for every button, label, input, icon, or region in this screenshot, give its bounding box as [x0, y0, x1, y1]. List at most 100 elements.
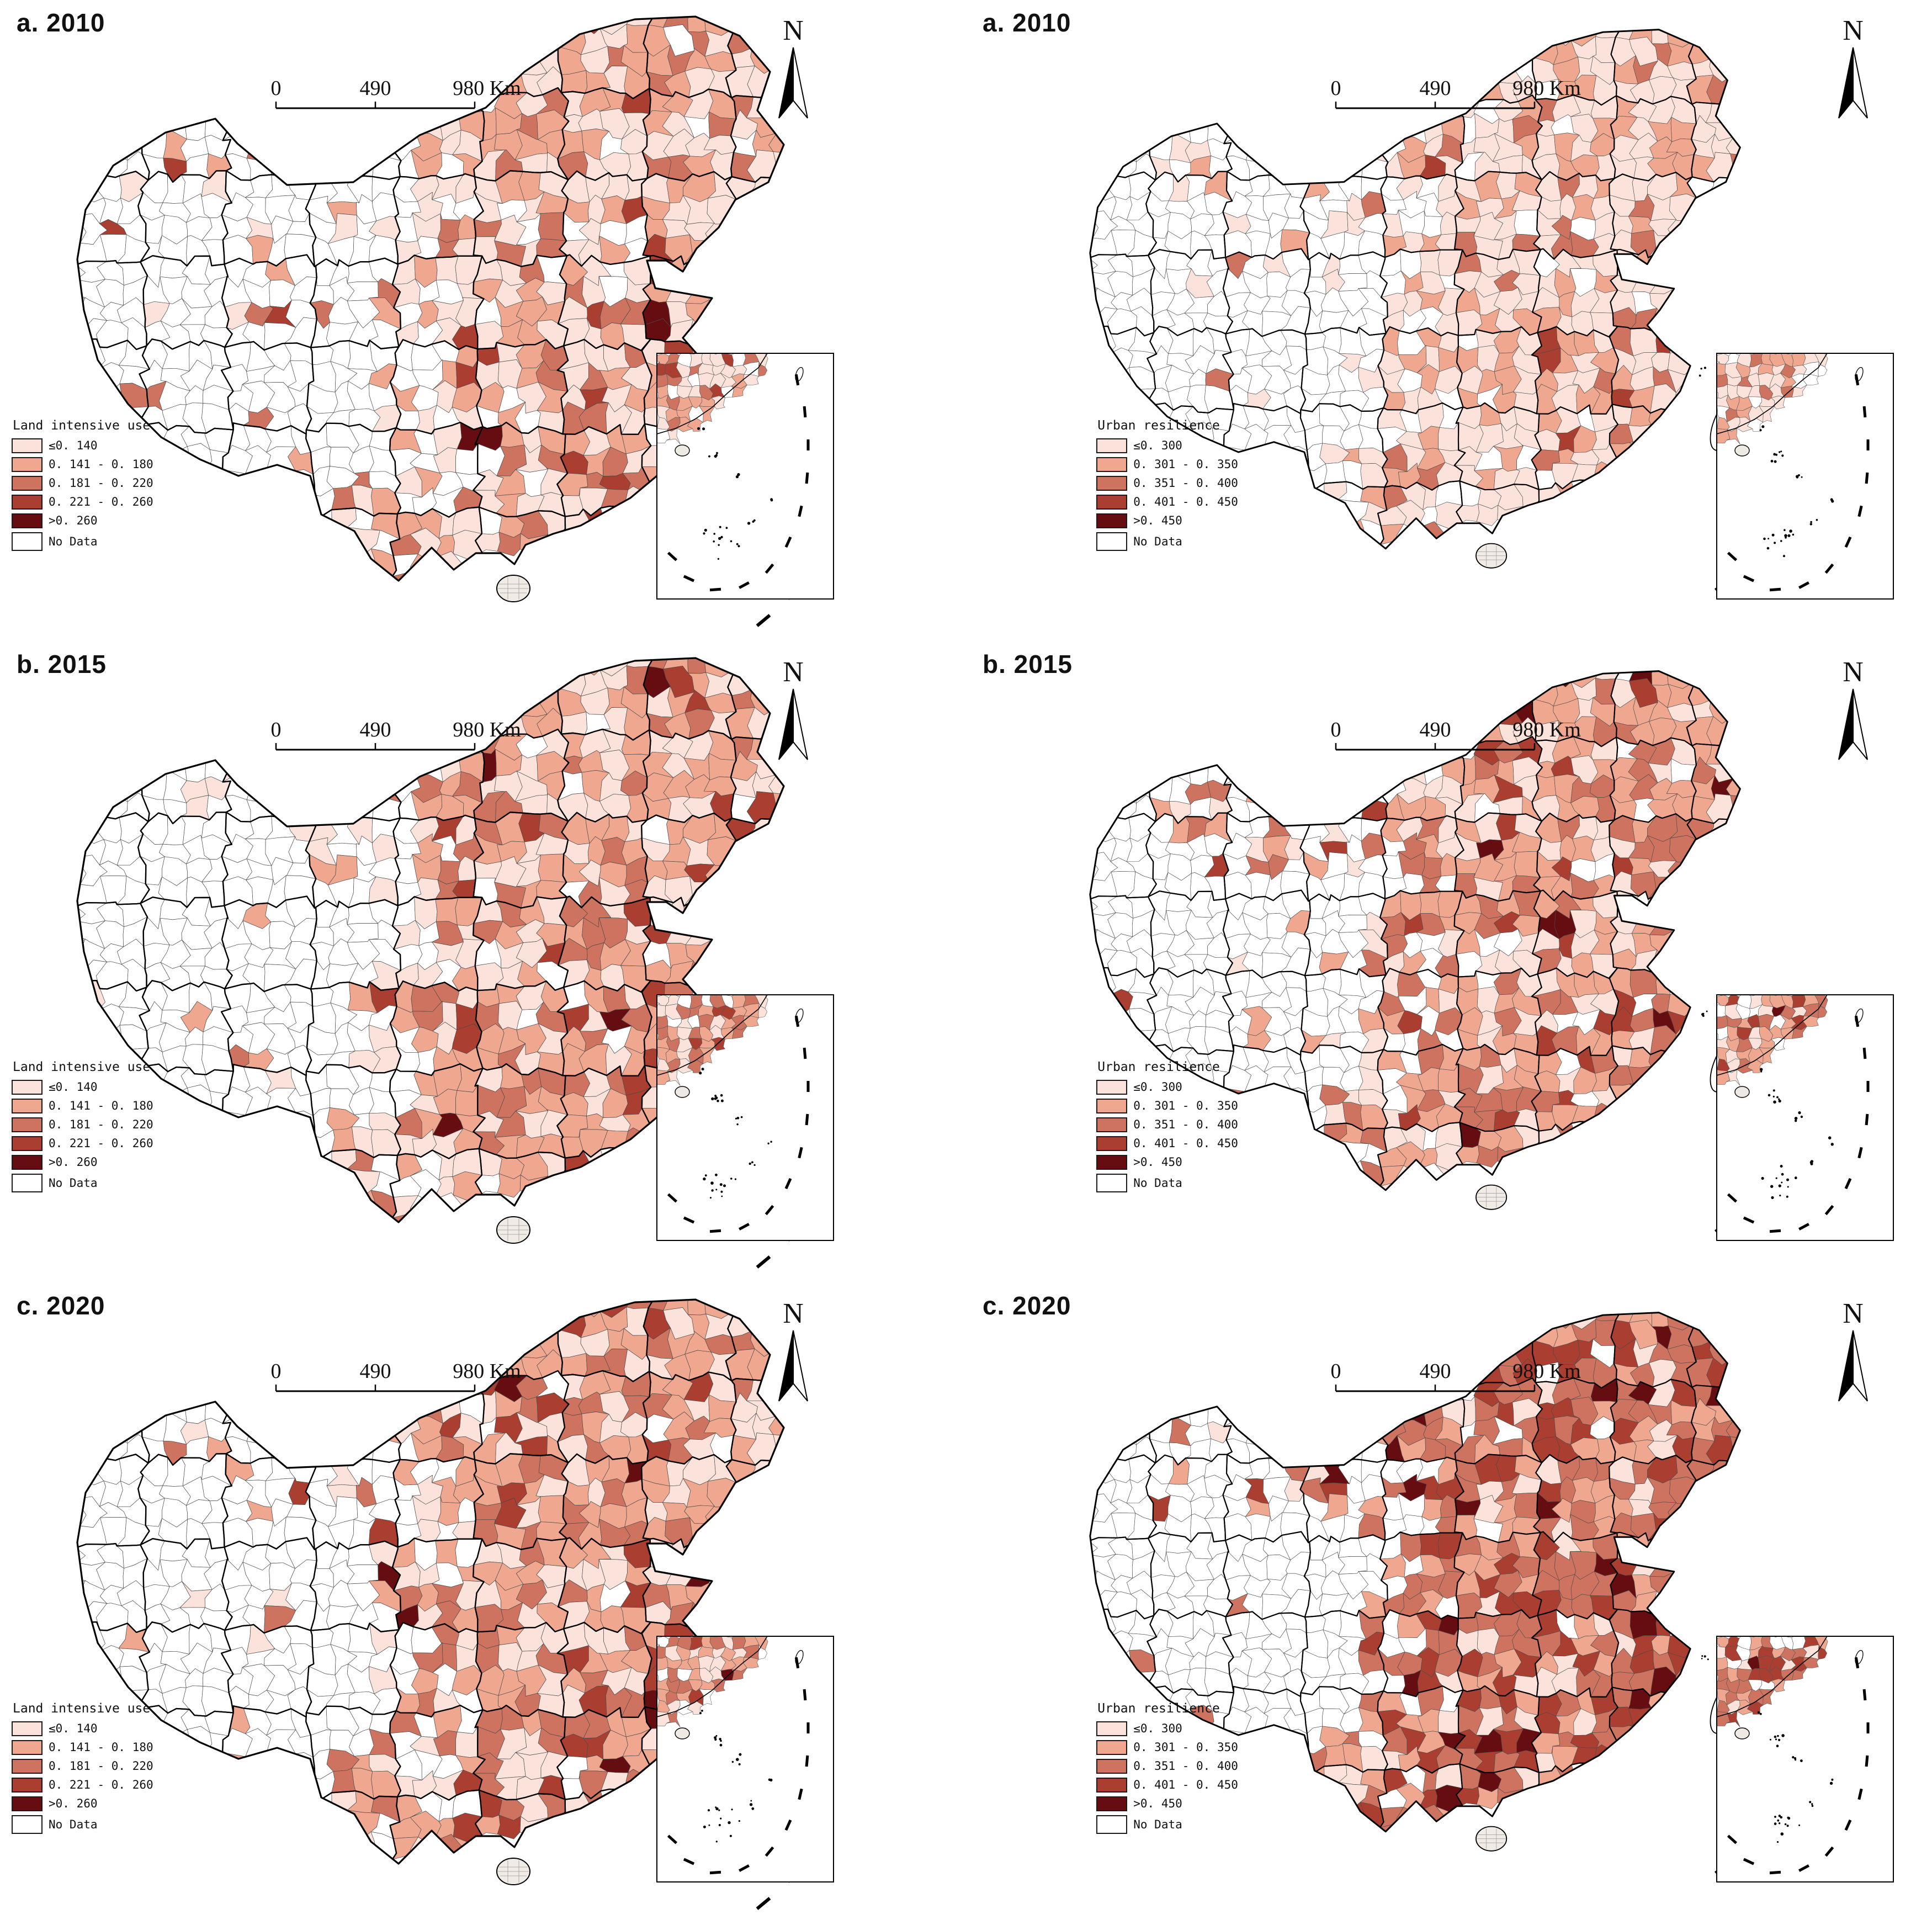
legend-row: 0. 141 - 0. 180: [12, 457, 153, 473]
inset-island-dots: [1757, 1711, 1834, 1843]
legend-swatch: [1096, 1117, 1128, 1133]
scale-bar: 0 490 980 Km: [271, 718, 521, 751]
legend-swatch: [1096, 1721, 1128, 1737]
inset-border: [1716, 1636, 1894, 1882]
north-label: N: [783, 656, 804, 688]
legend-row: 0. 301 - 0. 350: [1096, 1099, 1238, 1114]
north-label: N: [1843, 656, 1864, 688]
inset-coastline: [657, 1636, 768, 1717]
map-legend: Land intensive use ≤0. 140 0. 141 - 0. 1…: [12, 1700, 153, 1838]
inset-coastline: [1717, 1636, 1828, 1717]
scale-bar: 0 490 980 Km: [271, 1360, 521, 1392]
legend-class-label: ≤0. 300: [1133, 1080, 1182, 1094]
south-china-sea-inset: [656, 353, 834, 600]
inset-island-dots: [699, 1710, 773, 1843]
legend-swatch: [1096, 532, 1128, 551]
legend-class-label: 0. 351 - 0. 400: [1133, 476, 1238, 490]
legend-row: >0. 260: [12, 1796, 153, 1812]
legend-class-label: ≤0. 140: [49, 439, 98, 453]
legend-row: >0. 450: [1096, 513, 1238, 529]
legend-row: No Data: [1096, 1174, 1238, 1193]
map-panel: 0 490 980 Km N a. 2010: [966, 0, 1932, 641]
inset-hainan: [675, 444, 690, 457]
north-arrow: N: [1838, 656, 1868, 760]
legend-class-label: ≤0. 140: [49, 1080, 98, 1094]
legend-class-label: 0. 221 - 0. 260: [49, 495, 153, 509]
inset-coastline: [1717, 995, 1828, 1076]
inset-mosaic: [1717, 995, 1828, 1086]
inset-hainan: [675, 1727, 690, 1740]
hainan-island: [1475, 1184, 1508, 1210]
legend-title: Urban resilience: [1097, 1060, 1220, 1075]
legend-class-label: 0. 301 - 0. 350: [1133, 1099, 1238, 1113]
legend-row: 0. 301 - 0. 350: [1096, 1740, 1238, 1756]
legend-swatch: [12, 1721, 43, 1737]
map-legend: Urban resilience ≤0. 300 0. 301 - 0. 350…: [1096, 1058, 1238, 1196]
scale-label-mid: 490: [1420, 718, 1451, 741]
south-china-sea-inset: [656, 1636, 834, 1882]
north-arrow: N: [778, 15, 808, 119]
legend-row: >0. 260: [12, 1155, 153, 1170]
map-panel: 0 490 980 Km N c. 2020: [0, 1283, 966, 1924]
choropleth-map: 0 490 980 Km N: [1089, 656, 1894, 1241]
legend-swatch: [12, 438, 43, 454]
legend-class-label: No Data: [1133, 534, 1182, 548]
north-label: N: [1843, 1298, 1864, 1329]
hainan-island: [496, 1216, 530, 1244]
inset-hainan: [675, 1086, 690, 1098]
legend-swatch: [12, 1117, 43, 1133]
inset-hainan: [1734, 1086, 1750, 1098]
legend-row: ≤0. 300: [1096, 438, 1238, 454]
legend-row: 0. 221 - 0. 260: [12, 1136, 153, 1152]
legend-class-label: >0. 450: [1133, 1155, 1182, 1169]
south-china-sea-inset: [1716, 353, 1894, 600]
legend-swatch: [12, 1155, 43, 1170]
legend-class-label: No Data: [1133, 1817, 1182, 1831]
legend-row: No Data: [12, 1815, 153, 1834]
legend-title: Land intensive use: [13, 418, 151, 433]
map-ornaments: 0 490 980 Km N: [271, 1298, 834, 1882]
legend-row: ≤0. 140: [12, 1721, 153, 1737]
south-china-sea-inset: [1716, 994, 1894, 1241]
legend-swatch: [12, 1099, 43, 1114]
legend-row: >0. 260: [12, 513, 153, 529]
legend-swatch: [1096, 1099, 1128, 1114]
inset-hainan: [1734, 444, 1750, 457]
north-label: N: [783, 15, 804, 46]
inset-mosaic: [1717, 353, 1828, 444]
legend-class-label: 0. 181 - 0. 220: [49, 476, 153, 490]
legend-row: ≤0. 300: [1096, 1721, 1238, 1737]
china-map: [1089, 1312, 1771, 1875]
inset-island-dots: [1759, 425, 1834, 558]
scale-label-end: 980 Km: [453, 77, 521, 100]
inset-border: [656, 353, 834, 600]
legend-row: 0. 181 - 0. 220: [12, 1759, 153, 1774]
legend-class-label: >0. 450: [1133, 1797, 1182, 1811]
map-ornaments: 0 490 980 Km N: [1331, 656, 1894, 1241]
north-arrow: N: [1838, 15, 1868, 119]
legend-swatch: [12, 1174, 43, 1193]
south-china-sea-inset: [1716, 1636, 1894, 1882]
china-outline: [76, 657, 785, 1223]
map-legend: Urban resilience ≤0. 300 0. 301 - 0. 350…: [1096, 1700, 1238, 1838]
china-map: [1089, 29, 1771, 592]
map-legend: Land intensive use ≤0. 140 0. 141 - 0. 1…: [12, 417, 153, 555]
legend-class-label: >0. 450: [1133, 514, 1182, 528]
legend-swatch: [1096, 457, 1128, 473]
legend-row: No Data: [1096, 532, 1238, 551]
inset-coastline: [1717, 353, 1828, 434]
choropleth-map: 0 490 980 Km N: [76, 15, 834, 627]
legend-row: No Data: [1096, 1815, 1238, 1834]
north-label: N: [1843, 15, 1864, 46]
legend-row: ≤0. 140: [12, 438, 153, 454]
legend-row: 0. 401 - 0. 450: [1096, 495, 1238, 510]
map-panel: 0 490 980 Km N c. 2020: [966, 1283, 1932, 1924]
scale-label-0: 0: [1331, 1360, 1341, 1383]
legend-title: Land intensive use: [13, 1701, 151, 1716]
inset-coastline: [657, 995, 768, 1076]
inset-dash-line: [667, 1657, 810, 1875]
legend-class-label: 0. 141 - 0. 180: [49, 458, 153, 471]
legend-swatch: [12, 457, 43, 473]
legend-class-label: 0. 351 - 0. 400: [1133, 1759, 1238, 1773]
panel-label: c. 2020: [983, 1291, 1071, 1320]
